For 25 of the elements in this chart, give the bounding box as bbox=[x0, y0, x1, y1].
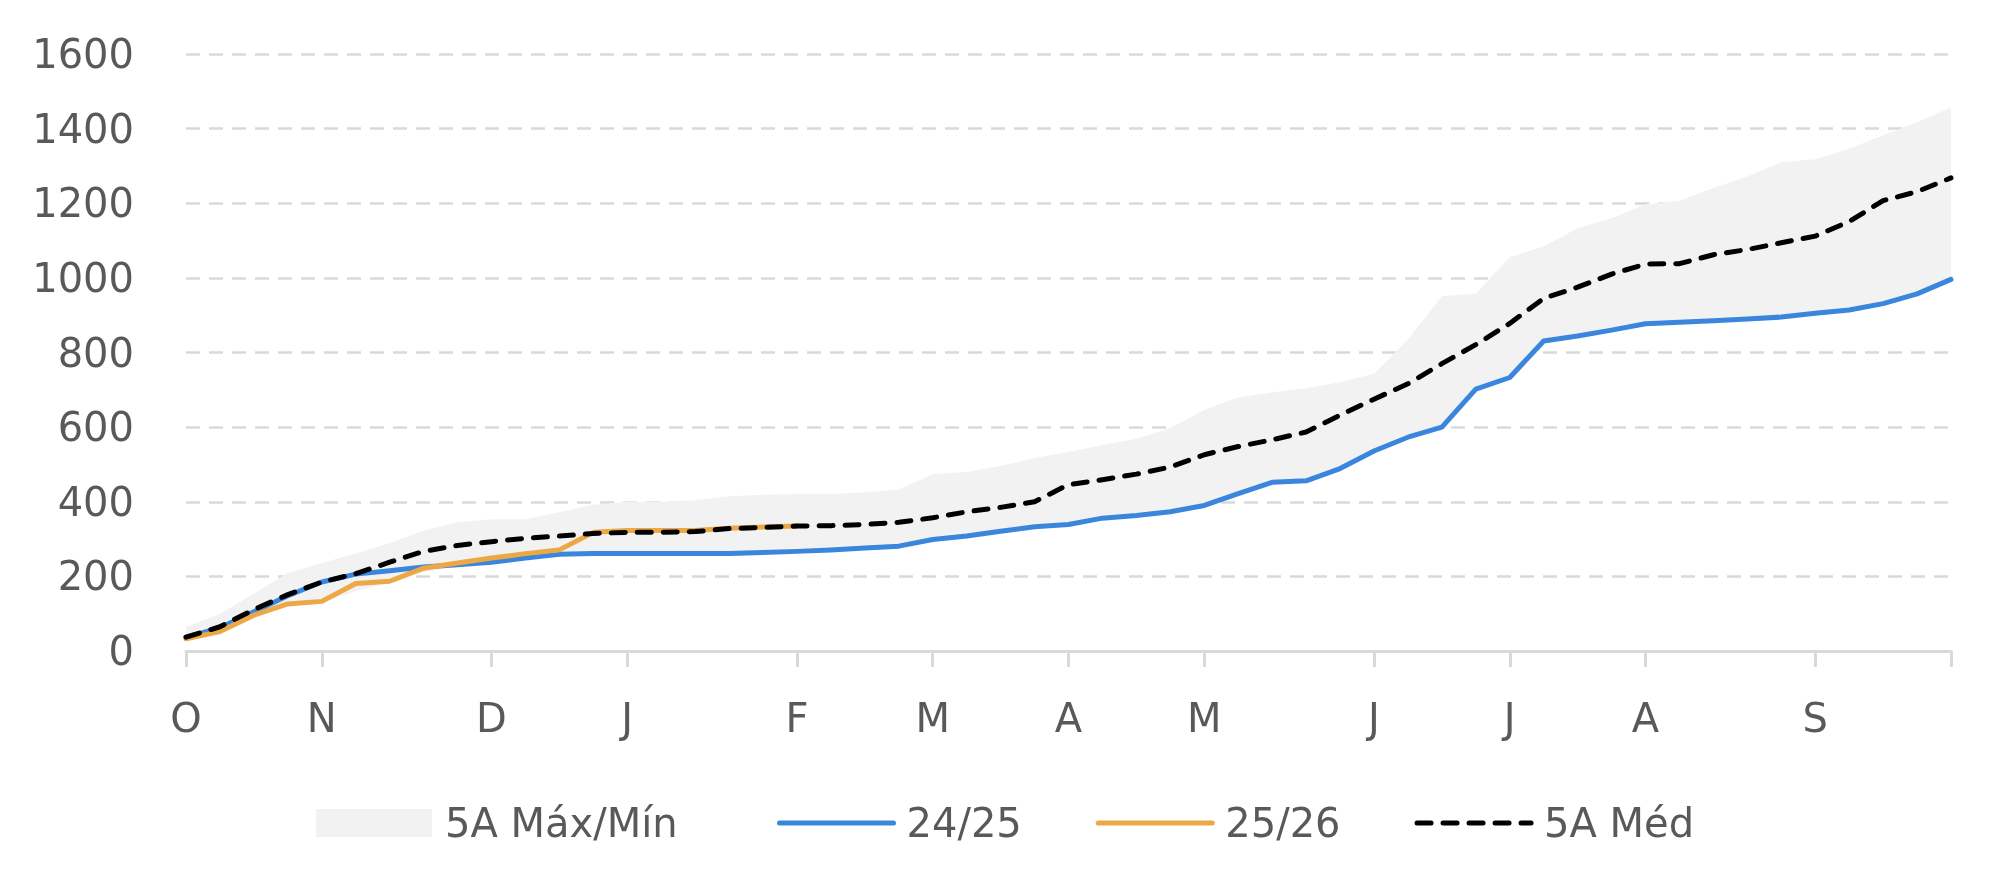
x-tick-label: O bbox=[170, 695, 202, 741]
y-tick-label: 800 bbox=[57, 329, 134, 376]
x-tick-label: S bbox=[1802, 695, 1828, 741]
x-tick-label: J bbox=[1365, 695, 1380, 741]
legend-label: 5A Máx/Mín bbox=[445, 800, 678, 846]
x-tick-label: D bbox=[476, 695, 507, 741]
y-tick-label: 1600 bbox=[32, 31, 134, 77]
x-tick-label: N bbox=[306, 695, 337, 741]
x-tick-label: F bbox=[785, 695, 809, 741]
y-tick-label: 1200 bbox=[32, 180, 134, 227]
x-tick-label: A bbox=[1631, 695, 1660, 741]
x-tick-label: M bbox=[915, 695, 950, 741]
x-tick-label: J bbox=[1500, 695, 1516, 741]
legend-label: 5A Méd bbox=[1544, 800, 1695, 846]
y-tick-label: 1000 bbox=[32, 254, 134, 301]
y-tick-label: 200 bbox=[57, 553, 134, 600]
y-tick-label: 600 bbox=[57, 404, 134, 451]
y-tick-label: 0 bbox=[108, 628, 134, 674]
legend-label: 25/26 bbox=[1225, 800, 1341, 846]
y-tick-label: 1400 bbox=[32, 105, 134, 152]
y-tick-label: 400 bbox=[57, 478, 134, 525]
x-tick-label: J bbox=[618, 695, 634, 741]
legend-label: 24/25 bbox=[906, 800, 1022, 846]
x-tick-label: M bbox=[1187, 695, 1222, 741]
x-tick-label: A bbox=[1054, 695, 1083, 741]
